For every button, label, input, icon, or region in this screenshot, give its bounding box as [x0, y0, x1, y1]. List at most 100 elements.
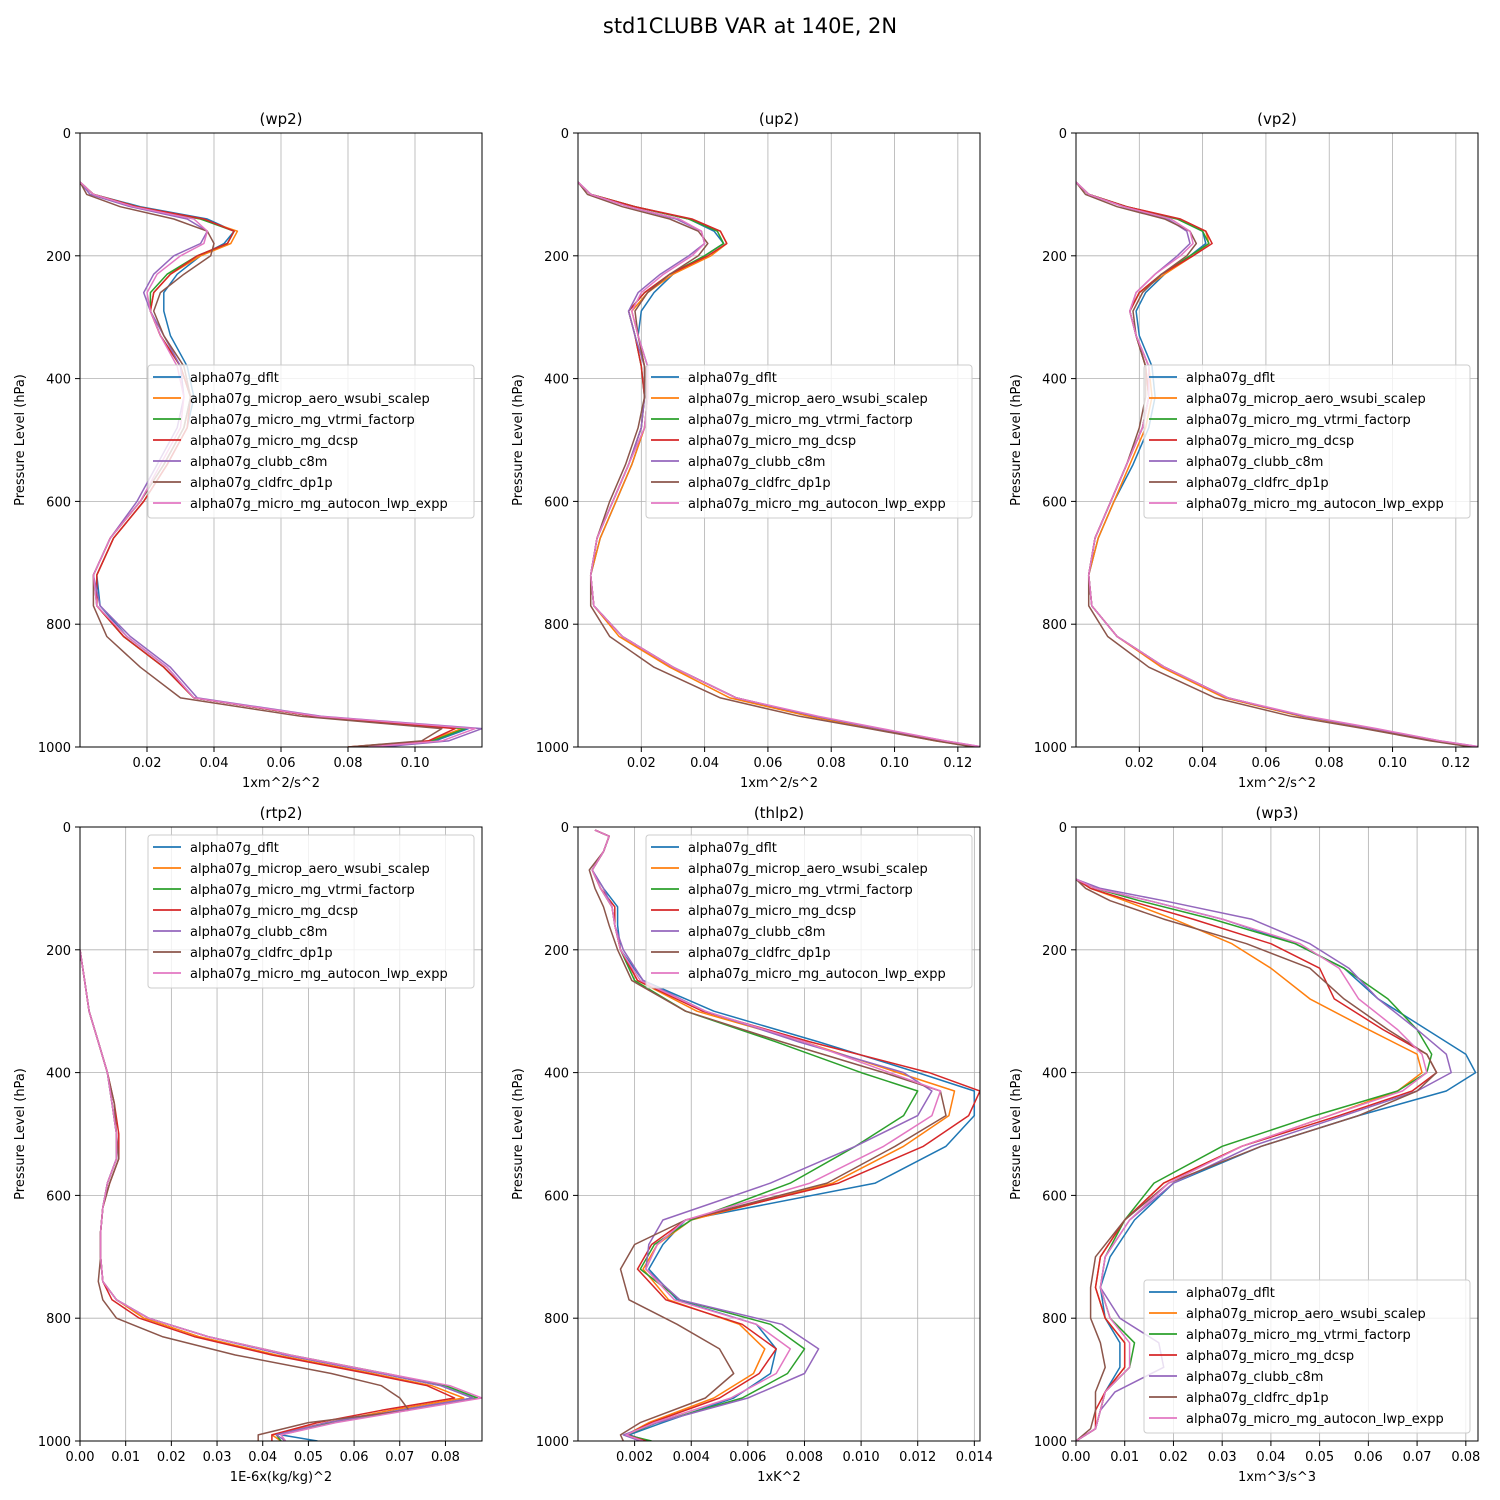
legend-label: alpha07g_cldfrc_dp1p [1186, 1391, 1329, 1406]
x-tick-label: 0.00 [1062, 1450, 1091, 1465]
legend-label: alpha07g_cldfrc_dp1p [688, 476, 831, 491]
x-axis-label: 1xm^2/s^2 [1238, 776, 1316, 791]
legend-label: alpha07g_clubb_c8m [190, 925, 327, 940]
legend-label: alpha07g_dflt [1186, 1286, 1275, 1301]
x-tick-label: 0.014 [956, 1450, 993, 1465]
figure-title: std1CLUBB VAR at 140E, 2N [602, 14, 898, 38]
legend-label: alpha07g_cldfrc_dp1p [1186, 476, 1329, 491]
y-tick-label: 800 [46, 1312, 71, 1327]
y-axis-label: Pressure Level (hPa) [1009, 1068, 1024, 1200]
x-tick-label: 0.01 [111, 1450, 140, 1465]
y-tick-label: 1000 [1034, 741, 1067, 756]
legend-label: alpha07g_micro_mg_vtrmi_factorp [1186, 1328, 1411, 1343]
x-tick-label: 0.04 [690, 756, 719, 771]
x-tick-label: 0.02 [157, 1450, 186, 1465]
y-tick-label: 200 [544, 250, 569, 265]
y-tick-label: 1000 [38, 741, 71, 756]
legend-label: alpha07g_micro_mg_dcsp [688, 904, 856, 919]
chart-panel-5: 0.00 0.01 0.02 0.03 0.04 0.05 0.06 0.07 0.08 0 200… [1009, 804, 1480, 1485]
x-tick-label: 0.008 [786, 1450, 823, 1465]
legend-box [147, 834, 475, 989]
legend-label: alpha07g_cldfrc_dp1p [688, 946, 831, 961]
y-tick-label: 1000 [536, 741, 569, 756]
y-tick-label: 800 [46, 618, 71, 633]
x-tick-label: 0.10 [1378, 756, 1407, 771]
y-axis-label: Pressure Level (hPa) [511, 1068, 526, 1200]
x-tick-label: 0.04 [1256, 1450, 1285, 1465]
y-tick-label: 400 [46, 373, 71, 388]
y-tick-label: 200 [1042, 250, 1067, 265]
axes-frame [1075, 826, 1479, 1442]
x-tick-label: 0.06 [1354, 1450, 1383, 1465]
y-tick-label: 200 [46, 944, 71, 959]
legend-label: alpha07g_microp_aero_wsubi_scalep [1186, 1307, 1426, 1322]
y-tick-label: 800 [1042, 1312, 1067, 1327]
y-axis-label: Pressure Level (hPa) [1009, 374, 1024, 506]
axes-frame [577, 132, 981, 748]
legend-label: alpha07g_micro_mg_autocon_lwp_expp [190, 497, 448, 512]
legend-label: alpha07g_micro_mg_dcsp [1186, 434, 1354, 449]
legend: alpha07g_dflt alpha07g_microp_aero_wsubi_… [645, 834, 973, 989]
legend-label: alpha07g_microp_aero_wsubi_scalep [688, 862, 928, 877]
legend: alpha07g_dflt alpha07g_microp_aero_wsubi_… [147, 834, 475, 989]
x-tick-label: 0.05 [1305, 1450, 1334, 1465]
y-tick-label: 600 [544, 1189, 569, 1204]
legend-label: alpha07g_micro_mg_vtrmi_factorp [190, 413, 415, 428]
y-tick-label: 600 [1042, 495, 1067, 510]
y-tick-label: 0 [63, 127, 71, 142]
y-tick-label: 0 [561, 821, 569, 836]
x-tick-label: 0.06 [340, 1450, 369, 1465]
legend-label: alpha07g_clubb_c8m [190, 455, 327, 470]
y-tick-label: 1000 [536, 1435, 569, 1450]
legend-label: alpha07g_clubb_c8m [688, 925, 825, 940]
y-tick-label: 0 [63, 821, 71, 836]
chart-panel-2: 0.02 0.04 0.06 0.08 0.10 0.12 0 200 400 600 800 100… [1009, 110, 1479, 791]
x-tick-label: 0.02 [1125, 756, 1154, 771]
panel-title: (wp3) [1255, 804, 1298, 822]
chart-panel-1: 0.02 0.04 0.06 0.08 0.10 0.12 0 200 400 600 800 100… [511, 110, 981, 791]
series-line-5 [588, 829, 947, 1441]
legend-label: alpha07g_cldfrc_dp1p [190, 476, 333, 491]
series-line-4 [591, 829, 933, 1441]
chart-panel-4: 0.002 0.004 0.006 0.008 0.010 0.012 0.014 0 200 4… [511, 804, 993, 1485]
legend-label: alpha07g_dflt [190, 841, 279, 856]
legend-box [1143, 364, 1471, 519]
series-line-3 [1076, 878, 1438, 1441]
panel-title: (up2) [759, 110, 799, 128]
x-tick-label: 0.03 [1208, 1450, 1237, 1465]
x-tick-label: 0.05 [294, 1450, 323, 1465]
chart-panel-3: 0.00 0.01 0.02 0.03 0.04 0.05 0.06 0.07 0.08 0 200… [13, 804, 483, 1485]
x-tick-label: 0.06 [1251, 756, 1280, 771]
series-line-6 [1076, 878, 1428, 1441]
y-tick-label: 400 [544, 373, 569, 388]
legend-label: alpha07g_micro_mg_vtrmi_factorp [688, 883, 913, 898]
x-axis-label: 1xm^2/s^2 [242, 776, 320, 791]
y-tick-label: 600 [1042, 1189, 1067, 1204]
axes-frame [577, 826, 981, 1442]
y-tick-label: 400 [1042, 1067, 1067, 1082]
legend-label: alpha07g_dflt [688, 371, 777, 386]
legend-label: alpha07g_clubb_c8m [1186, 455, 1323, 470]
y-tick-label: 1000 [1034, 1435, 1067, 1450]
x-tick-label: 0.10 [880, 756, 909, 771]
y-axis-label: Pressure Level (hPa) [13, 374, 28, 506]
y-tick-label: 800 [544, 1312, 569, 1327]
x-tick-label: 0.002 [616, 1450, 653, 1465]
series-line-3 [591, 829, 980, 1441]
x-axis-label: 1xK^2 [757, 1470, 801, 1485]
y-tick-label: 200 [46, 250, 71, 265]
axes-frame [79, 826, 483, 1442]
legend-label: alpha07g_micro_mg_dcsp [190, 904, 358, 919]
legend-box [1143, 1279, 1471, 1434]
x-tick-label: 0.02 [627, 756, 656, 771]
x-axis-label: 1xm^2/s^2 [740, 776, 818, 791]
legend-label: alpha07g_clubb_c8m [1186, 1370, 1323, 1385]
panel-title: (rtp2) [260, 804, 303, 822]
legend-label: alpha07g_microp_aero_wsubi_scalep [688, 392, 928, 407]
legend-label: alpha07g_micro_mg_autocon_lwp_expp [190, 967, 448, 982]
series-line-5 [1076, 878, 1438, 1441]
y-tick-label: 400 [1042, 373, 1067, 388]
legend: alpha07g_dflt alpha07g_microp_aero_wsubi_… [1143, 364, 1471, 519]
x-tick-label: 0.08 [431, 1450, 460, 1465]
y-axis-label: Pressure Level (hPa) [511, 374, 526, 506]
